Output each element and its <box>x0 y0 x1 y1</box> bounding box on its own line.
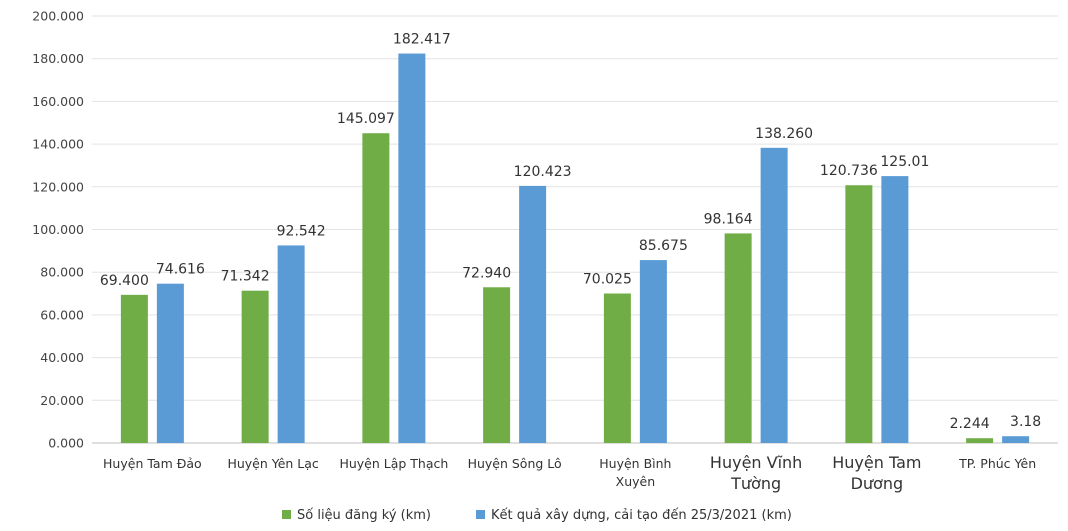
gridlines <box>92 15 1058 444</box>
y-axis: 0.000 20.000 40.000 60.000 80.000 100.000 120.… <box>32 9 84 451</box>
bar-built-6 <box>881 176 909 444</box>
bar-built-2 <box>398 53 426 443</box>
legend-label: Kết quả xây dựng, cải tạo đến 25/3/2021 … <box>491 508 792 523</box>
category-label: Tường <box>730 474 781 493</box>
y-tick-label: 0.000 <box>48 436 84 451</box>
data-label: 2.244 <box>950 416 990 432</box>
category-label: Huyện Yên Lạc <box>227 456 318 471</box>
data-label: 138.260 <box>755 126 813 142</box>
category-label: Huyện Tam <box>832 453 921 472</box>
category-label: Huyện Lập Thạch <box>339 456 448 471</box>
data-label: 182.417 <box>393 32 451 48</box>
data-label: 71.342 <box>221 269 270 285</box>
bar-registered-5 <box>724 233 752 443</box>
legend-swatch <box>476 510 485 519</box>
category-label: TP. Phúc Yên <box>958 456 1036 471</box>
legend-label: Số liệu đăng ký (km) <box>297 508 431 523</box>
bar-built-4 <box>639 260 667 443</box>
bar-registered-7 <box>966 438 994 443</box>
bar-registered-1 <box>241 290 269 443</box>
data-label: 70.025 <box>583 271 632 287</box>
data-label: 92.542 <box>277 223 326 239</box>
data-label: 3.18 <box>1010 414 1041 430</box>
category-label: Dương <box>851 474 904 493</box>
data-label: 69.400 <box>100 273 149 289</box>
legend-swatch <box>282 510 291 519</box>
bars <box>120 53 1030 444</box>
bar-built-5 <box>760 147 788 444</box>
legend: Số liệu đăng ký (km) Kết quả xây dựng, cả… <box>282 508 792 523</box>
bar-built-1 <box>277 245 305 443</box>
x-axis-categories: Huyện Tam Đảo Huyện Yên Lạc Huyện Lập Thạc… <box>103 453 1036 493</box>
y-tick-label: 80.000 <box>40 265 84 280</box>
y-tick-label: 160.000 <box>32 94 84 109</box>
data-label: 125.01 <box>880 154 929 170</box>
y-tick-label: 120.000 <box>32 179 84 194</box>
y-tick-label: 100.000 <box>32 222 84 237</box>
y-tick-label: 40.000 <box>40 350 84 365</box>
data-label: 74.616 <box>156 262 205 278</box>
bar-registered-2 <box>362 133 390 444</box>
data-label: 145.097 <box>337 111 395 127</box>
y-tick-label: 200.000 <box>32 9 84 24</box>
bar-registered-0 <box>120 294 148 443</box>
bar-built-3 <box>519 185 547 443</box>
data-label: 120.736 <box>820 163 878 179</box>
data-label: 98.164 <box>704 211 753 227</box>
y-tick-label: 20.000 <box>40 393 84 408</box>
y-tick-label: 180.000 <box>32 51 84 66</box>
data-labels: 69.400 71.342 145.097 72.940 70.025 98.164 120… <box>100 32 1041 433</box>
bar-registered-6 <box>845 185 873 443</box>
category-label: Xuyên <box>616 474 656 489</box>
category-label: Huyện Vĩnh <box>710 453 802 472</box>
bar-built-0 <box>156 283 184 443</box>
data-label: 120.423 <box>514 164 572 180</box>
category-label: Huyện Tam Đảo <box>103 456 202 471</box>
category-label: Huyện Sông Lô <box>468 456 562 471</box>
bar-registered-4 <box>603 293 631 443</box>
category-label: Huyện Bình <box>599 456 671 471</box>
bar-registered-3 <box>483 287 511 443</box>
data-label: 72.940 <box>462 265 511 281</box>
y-tick-label: 60.000 <box>40 307 84 322</box>
y-tick-label: 140.000 <box>32 137 84 152</box>
data-label: 85.675 <box>639 238 688 254</box>
bar-built-7 <box>1002 436 1030 443</box>
